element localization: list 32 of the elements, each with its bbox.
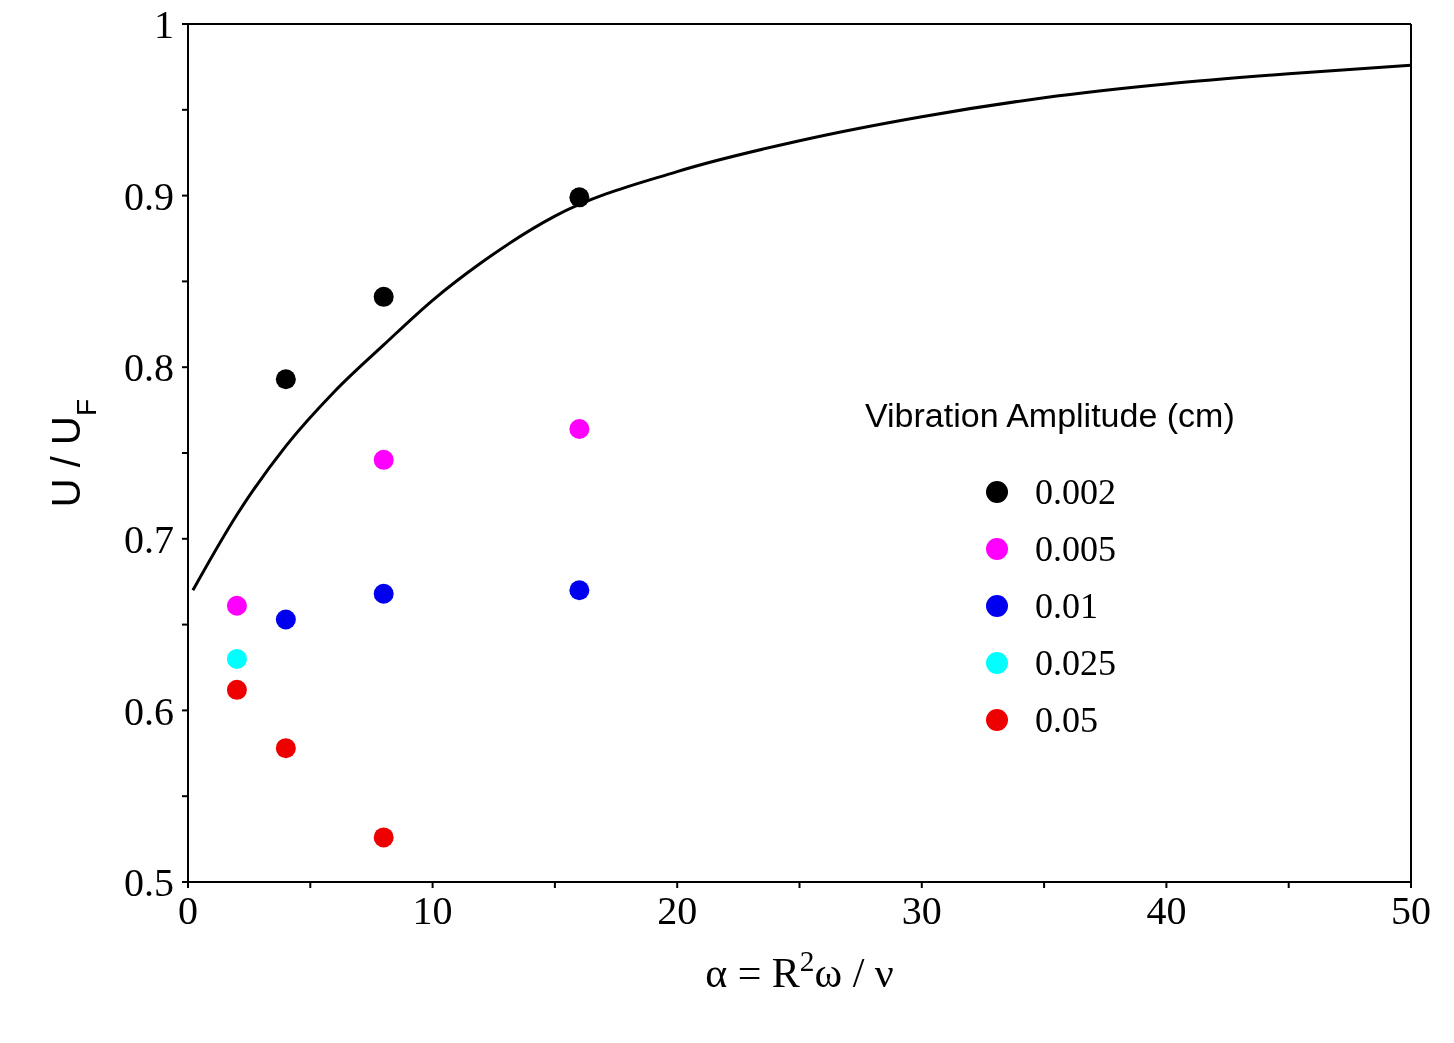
y-tick-label: 0.7 xyxy=(124,517,174,562)
legend-label: 0.005 xyxy=(1035,527,1116,570)
legend-label: 0.05 xyxy=(1035,698,1098,741)
point xyxy=(275,738,296,759)
point xyxy=(373,449,394,470)
y-tick-label: 0.6 xyxy=(124,688,174,734)
legend-title: Vibration Amplitude (cm) xyxy=(865,396,1236,435)
legend-label: 0.002 xyxy=(1035,470,1116,513)
legend-label: 0.01 xyxy=(1035,584,1098,627)
point xyxy=(373,583,394,604)
y-tick-label: 1 xyxy=(154,2,174,48)
x-tick-label: 50 xyxy=(1391,888,1431,934)
point xyxy=(373,286,394,307)
point xyxy=(275,369,296,390)
x-axis-title: α = R$^{2}$ω / ν xyxy=(705,945,894,996)
y-tick-label: 0.5 xyxy=(124,860,174,906)
point xyxy=(226,679,247,700)
y-tick-label: 0.8 xyxy=(124,345,174,391)
point xyxy=(569,187,590,208)
point xyxy=(275,609,296,630)
point xyxy=(569,580,590,601)
x-tick-label: 20 xyxy=(657,888,698,934)
point xyxy=(373,827,394,848)
x-tick-label: 10 xyxy=(412,888,453,934)
point xyxy=(226,648,247,669)
y-tick-label: 0.9 xyxy=(124,173,174,219)
legend-label: 0.025 xyxy=(1035,641,1116,684)
x-tick-label: 0 xyxy=(178,888,198,934)
point xyxy=(569,418,590,439)
x-tick-label: 40 xyxy=(1146,888,1187,934)
point xyxy=(226,595,247,616)
x-tick-label: 30 xyxy=(901,888,942,934)
